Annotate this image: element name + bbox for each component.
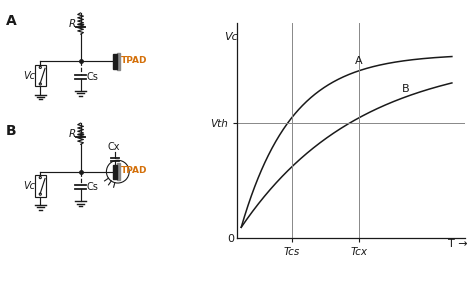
Text: TPAD: TPAD <box>121 56 148 65</box>
Text: A: A <box>356 56 363 66</box>
Text: T →: T → <box>448 239 468 249</box>
Text: B: B <box>402 83 410 94</box>
Text: R: R <box>69 129 76 139</box>
Text: Cs: Cs <box>87 182 99 192</box>
Bar <box>113 54 117 68</box>
Text: Cx: Cx <box>108 142 120 152</box>
Text: Vc: Vc <box>23 181 35 191</box>
Text: 0: 0 <box>227 234 234 244</box>
Text: Vc: Vc <box>224 31 238 42</box>
Text: A: A <box>6 14 17 28</box>
Bar <box>117 163 120 180</box>
Bar <box>117 53 120 70</box>
Bar <box>113 164 117 179</box>
Text: Cs: Cs <box>87 72 99 82</box>
Text: B: B <box>6 124 17 138</box>
Bar <box>35 65 46 86</box>
Text: R: R <box>69 18 76 29</box>
Bar <box>35 175 46 196</box>
Text: TPAD: TPAD <box>121 166 148 175</box>
Text: Vc: Vc <box>23 71 35 81</box>
